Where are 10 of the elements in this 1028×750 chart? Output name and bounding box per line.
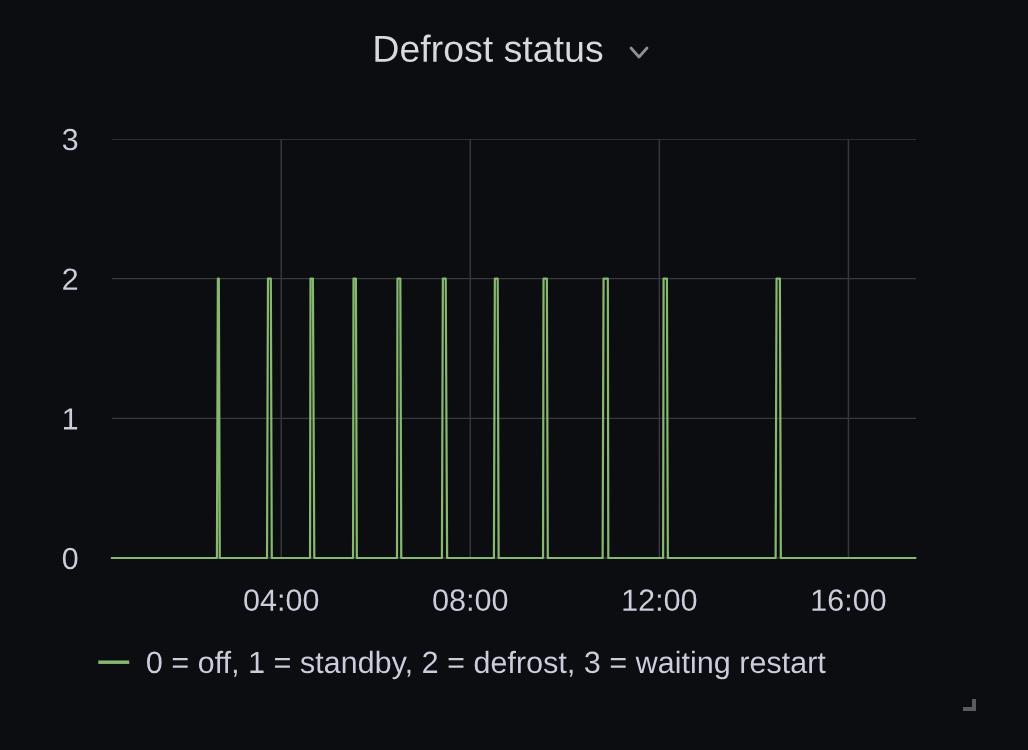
x-tick-label: 12:00 [623,589,697,611]
y-tick-label: 1 [64,408,78,430]
x-tick-label: 08:00 [433,589,508,611]
y-tick-label: 3 [62,128,78,151]
x-tick-label: 04:00 [244,589,319,611]
legend-label: 0 = off, 1 = standby, 2 = defrost, 3 = waiting restart [147,650,826,680]
y-tick-label: 0 [62,547,78,570]
chart-title: Defrost status [375,34,603,63]
x-tick-label: 16:00 [812,589,886,611]
y-tick-label: 2 [63,268,78,290]
